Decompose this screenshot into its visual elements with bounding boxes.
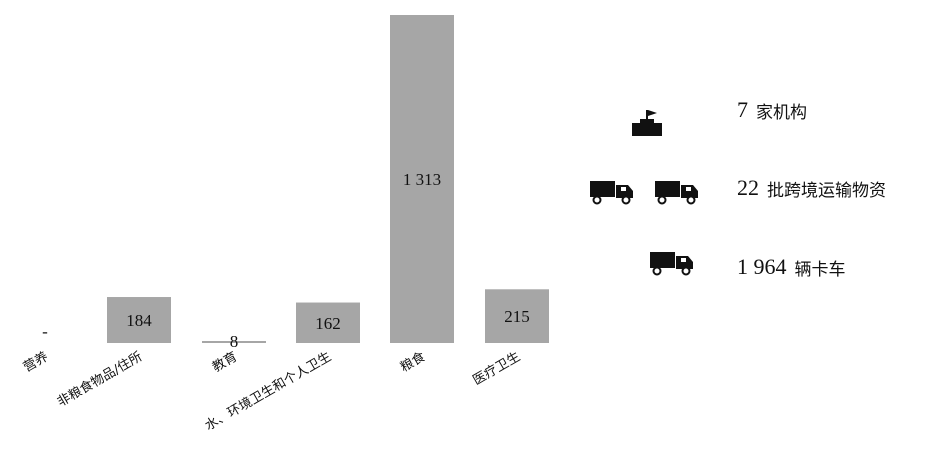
category-label: 粮食 [397, 349, 428, 376]
bar [390, 15, 454, 343]
bar [485, 289, 549, 343]
bar-value-label: - [42, 322, 48, 341]
bar-value-label: 162 [315, 314, 341, 333]
bar-value-label: 1 313 [403, 170, 441, 189]
category-label: 营养 [20, 349, 51, 376]
bar [202, 341, 266, 343]
category-label: 教育 [209, 349, 240, 376]
bar [296, 302, 360, 343]
bar-value-label: 184 [126, 311, 152, 330]
bar-value-label: 215 [504, 307, 530, 326]
category-label: 医疗卫生 [470, 349, 523, 388]
bar [107, 297, 171, 343]
bar-value-label: 8 [230, 332, 239, 351]
category-label: 非粮食物品/住所 [54, 349, 145, 411]
